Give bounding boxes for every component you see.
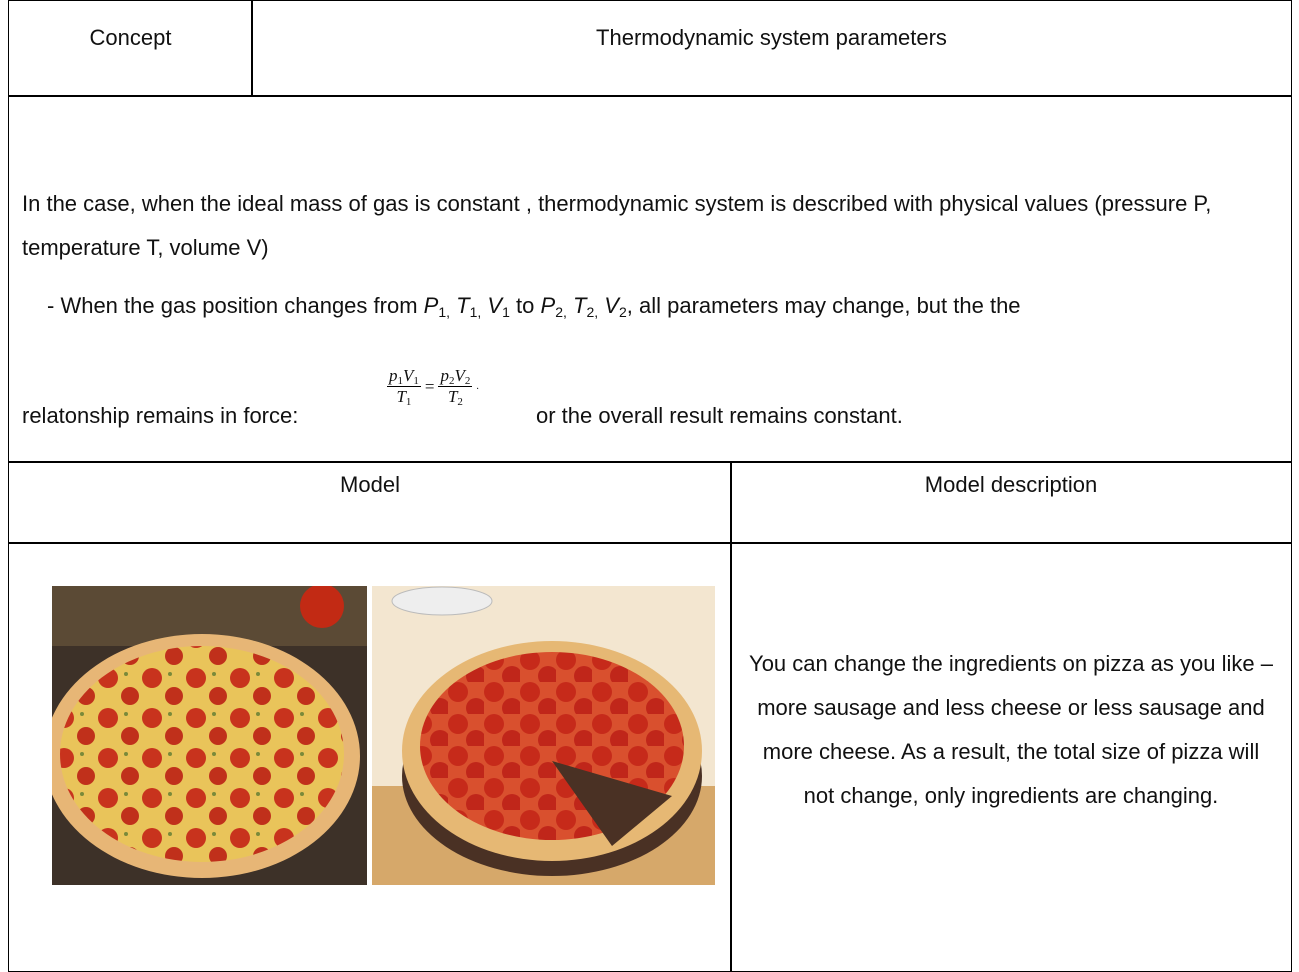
subscript: 1, [469, 304, 482, 320]
equals: = [424, 376, 435, 396]
period: . [476, 381, 479, 392]
column-header: Model description [924, 472, 1098, 497]
header-label: Concept [89, 25, 172, 50]
fraction: p2V2 T2 [438, 366, 473, 408]
header-cell [8, 0, 253, 97]
header-cell [251, 0, 1292, 97]
subscript: 1 [502, 304, 510, 320]
formula: p1V1 T1 = p2V2 T2. [387, 366, 483, 408]
subscript: 2 [464, 375, 471, 387]
subscript: 2 [457, 396, 463, 408]
header-title: Thermodynamic system parameters [596, 25, 947, 50]
subscript: 1 [413, 375, 419, 387]
symbol: V [403, 366, 414, 385]
description: You can change the ingredients on pizza … [749, 651, 1273, 808]
pizza-images [52, 586, 715, 885]
subscript: 2, [555, 304, 567, 320]
state: P1, T1, V1 [423, 293, 510, 320]
subscript: 1 [405, 396, 412, 408]
pizza-top [60, 646, 344, 862]
symbol: T [396, 387, 406, 406]
state: P2, T2, V2 [540, 293, 627, 320]
symbol: V [454, 366, 465, 385]
tomato [300, 586, 344, 628]
text: , all parameters may change, but the the [626, 293, 1021, 318]
subscript: 2, [586, 304, 599, 320]
paragraph: - When the gas position changes from P1,… [47, 292, 1021, 320]
subscript: 1, [438, 304, 451, 320]
model-header-cell [730, 461, 1292, 544]
text: to [516, 293, 535, 318]
symbol: p [389, 366, 398, 385]
symbol: V [487, 293, 503, 318]
missing-slice [552, 761, 672, 846]
symbol: V [604, 293, 619, 318]
symbol: p [440, 366, 449, 385]
text: or the overall result remains constant. [536, 403, 903, 428]
fraction: p1V1 T1 [387, 366, 421, 408]
paragraph: In the case, when the ideal mass of gas … [22, 191, 1212, 260]
symbol: T [456, 293, 470, 318]
column-header: Model [340, 472, 400, 497]
text: relatonship remains in force: [22, 403, 299, 428]
concept-cell [8, 95, 1292, 463]
plates [391, 586, 493, 616]
symbol: T [447, 387, 458, 406]
subscript: 2 [618, 304, 627, 320]
model-header-cell [8, 461, 732, 544]
subscript: 1 [397, 375, 404, 387]
subscript: 2 [448, 375, 455, 387]
symbol: P [540, 293, 556, 318]
text: - When the gas position changes from [47, 293, 418, 318]
symbol: P [423, 293, 439, 318]
symbol: T [573, 293, 587, 318]
